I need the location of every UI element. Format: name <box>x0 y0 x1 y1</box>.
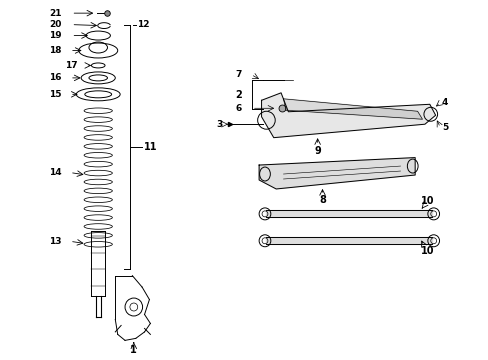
Text: 9: 9 <box>314 146 320 156</box>
Text: 15: 15 <box>49 90 61 99</box>
Text: 12: 12 <box>137 20 149 29</box>
Polygon shape <box>261 93 435 138</box>
Text: 10: 10 <box>420 246 433 256</box>
Text: 1: 1 <box>130 345 137 355</box>
Polygon shape <box>283 99 422 119</box>
Text: 10: 10 <box>420 196 433 206</box>
Text: 13: 13 <box>49 237 61 246</box>
Text: 16: 16 <box>49 73 61 82</box>
Text: 8: 8 <box>319 195 325 205</box>
Polygon shape <box>266 237 431 244</box>
Text: 19: 19 <box>49 31 61 40</box>
Text: 2: 2 <box>235 90 242 100</box>
Text: 11: 11 <box>143 141 157 152</box>
Text: 17: 17 <box>65 61 78 70</box>
Text: 18: 18 <box>49 46 61 55</box>
Text: 5: 5 <box>441 123 447 132</box>
Text: 20: 20 <box>49 20 61 29</box>
Text: 3: 3 <box>216 120 222 129</box>
Text: 14: 14 <box>49 168 61 177</box>
Text: 6: 6 <box>235 104 242 113</box>
Text: 4: 4 <box>441 98 447 107</box>
Polygon shape <box>259 158 414 189</box>
Polygon shape <box>266 210 431 217</box>
Text: 7: 7 <box>235 70 242 79</box>
Text: 21: 21 <box>49 9 61 18</box>
